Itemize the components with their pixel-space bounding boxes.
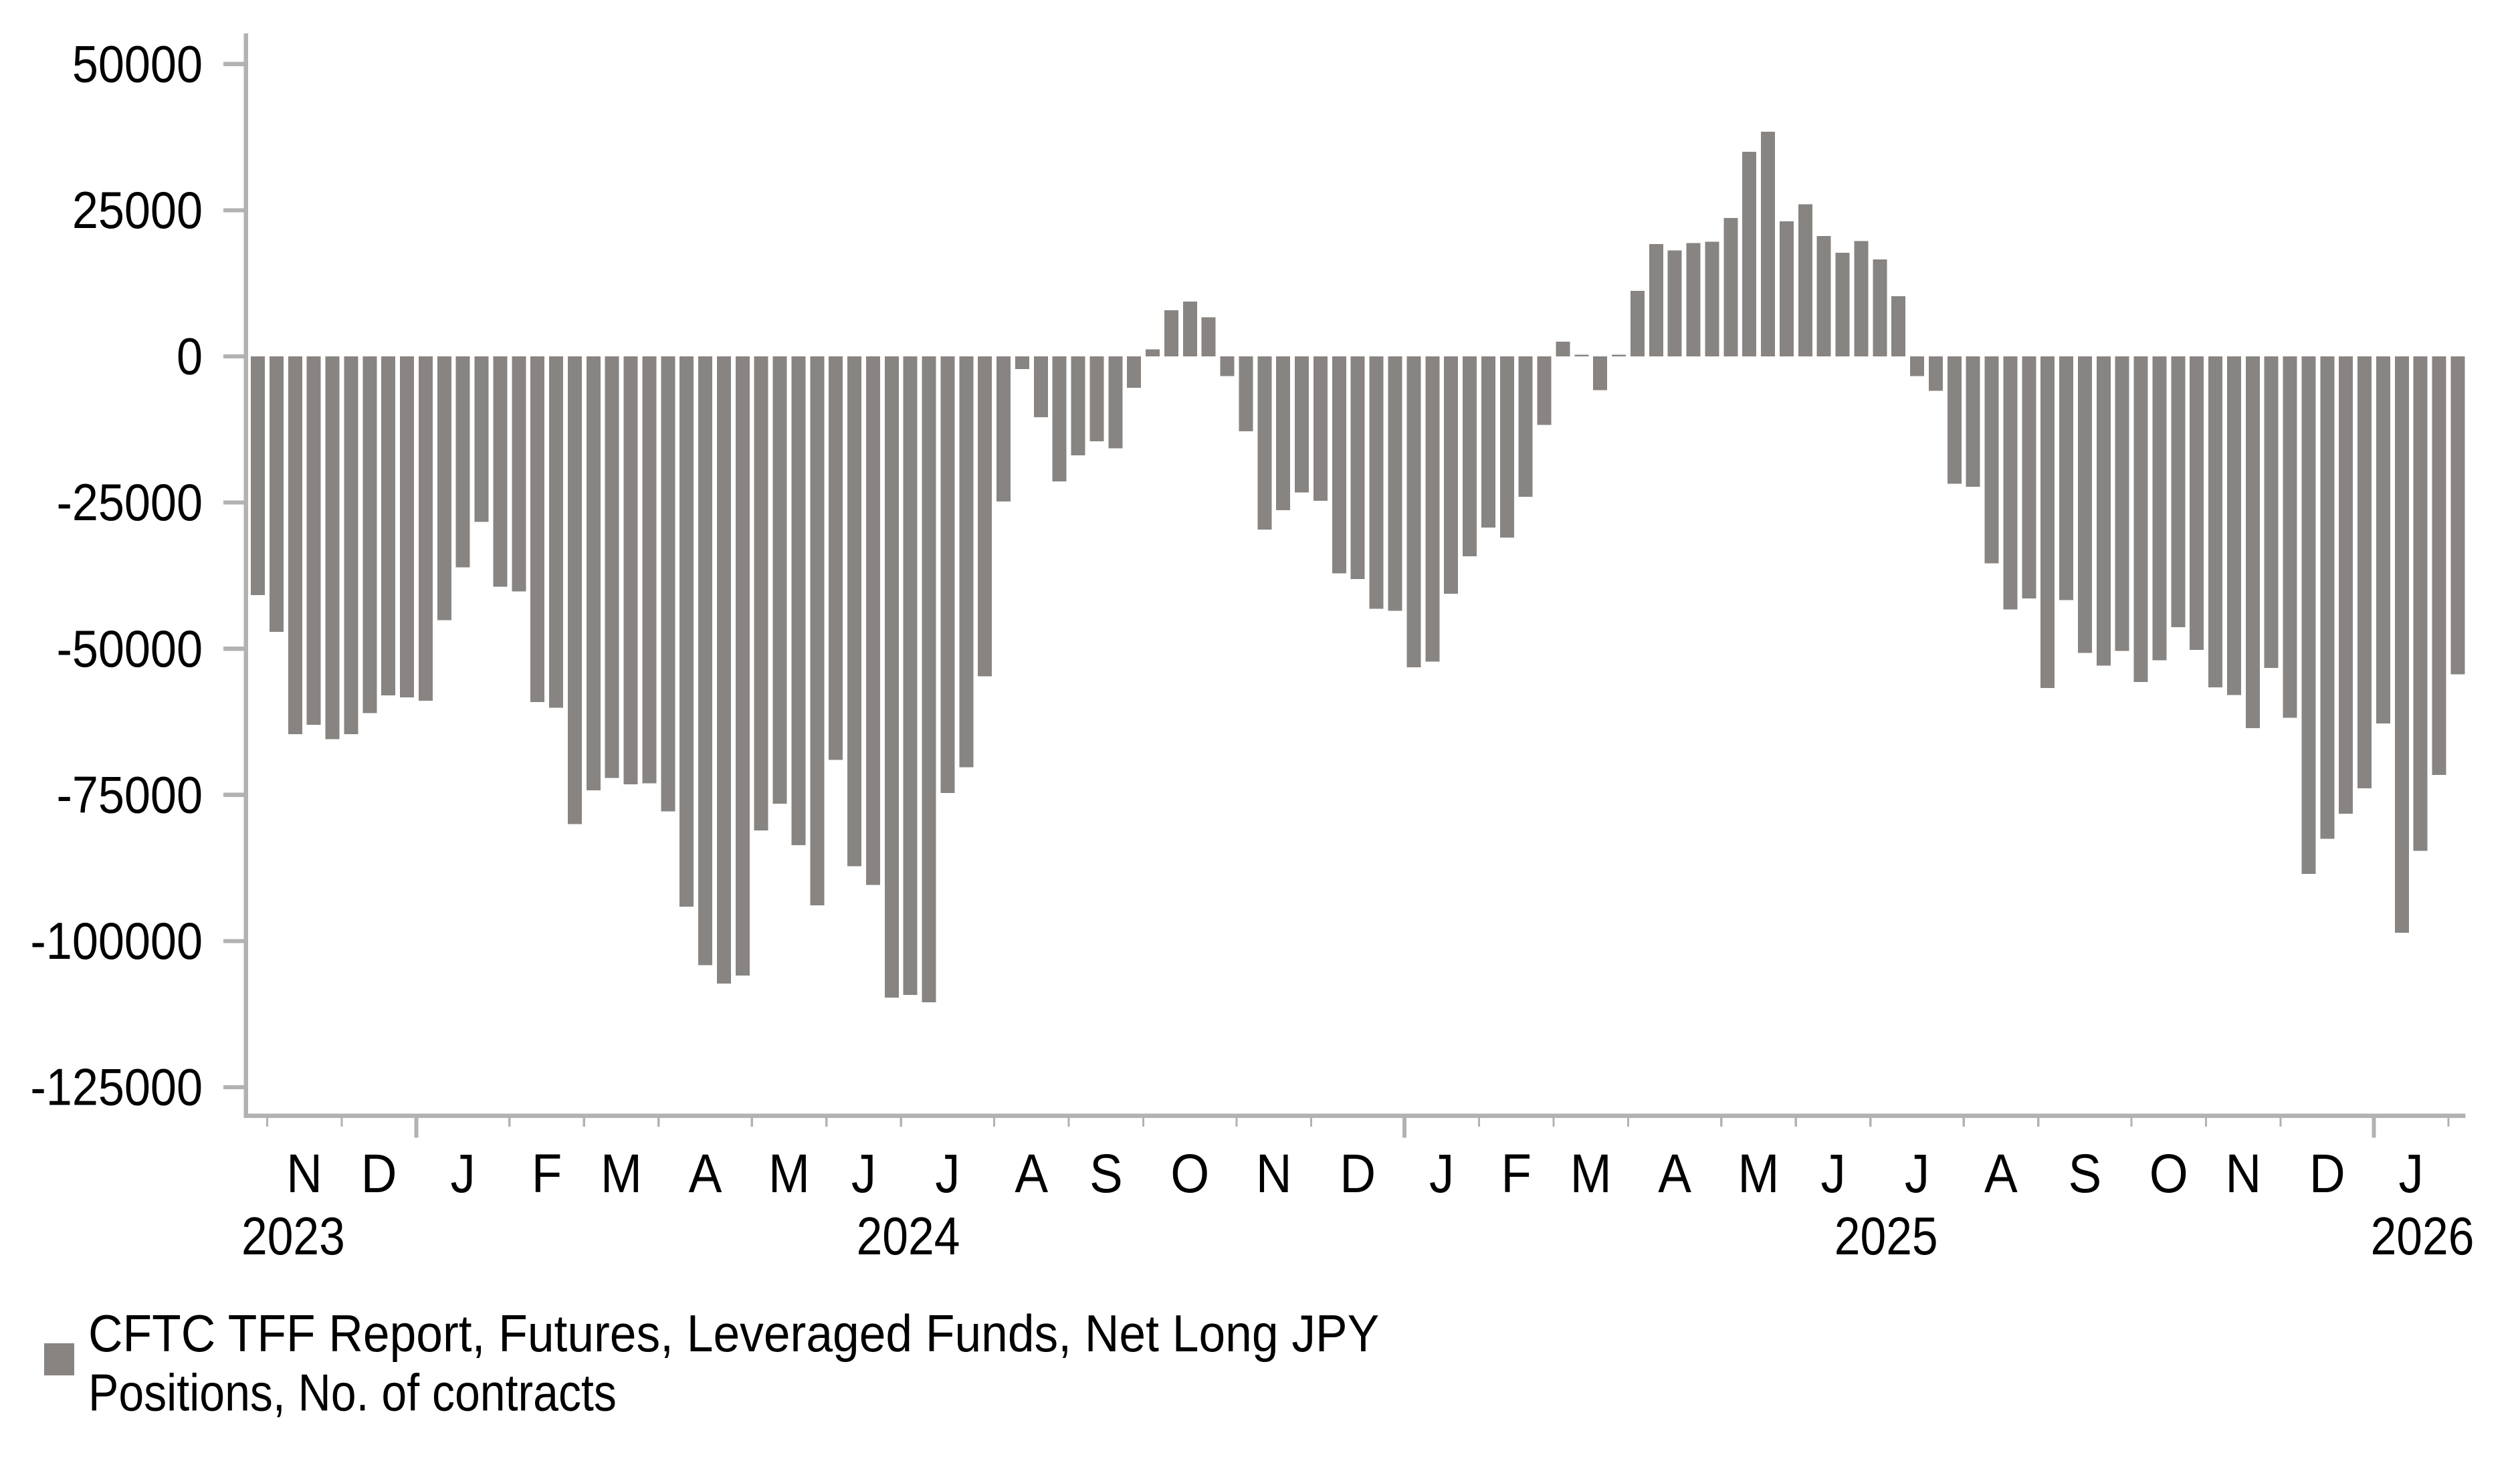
svg-text:S: S: [2069, 1143, 2102, 1204]
svg-text:J: J: [1905, 1143, 1929, 1204]
svg-text:A: A: [1015, 1143, 1048, 1204]
svg-text:-75000: -75000: [56, 766, 203, 824]
svg-text:N: N: [1256, 1143, 1292, 1204]
svg-text:N: N: [286, 1143, 322, 1204]
svg-text:25000: 25000: [72, 181, 203, 239]
svg-text:O: O: [2149, 1143, 2188, 1204]
svg-text:2024: 2024: [857, 1206, 960, 1266]
svg-text:J: J: [450, 1143, 475, 1204]
svg-text:J: J: [2399, 1143, 2424, 1204]
svg-text:CFTC TFF Report, Futures, Leve: CFTC TFF Report, Futures, Leveraged Fund…: [88, 1304, 1379, 1363]
svg-text:Positions, No. of contracts: Positions, No. of contracts: [88, 1363, 617, 1422]
svg-text:-100000: -100000: [30, 912, 203, 970]
svg-text:J: J: [935, 1143, 960, 1204]
svg-text:A: A: [689, 1143, 722, 1204]
svg-text:D: D: [2309, 1143, 2345, 1204]
svg-text:M: M: [1738, 1143, 1779, 1204]
svg-text:S: S: [1089, 1143, 1123, 1204]
svg-text:M: M: [768, 1143, 810, 1204]
svg-text:J: J: [1429, 1143, 1454, 1204]
svg-text:F: F: [532, 1143, 562, 1204]
svg-text:J: J: [851, 1143, 876, 1204]
svg-text:-125000: -125000: [30, 1058, 203, 1116]
svg-text:J: J: [1820, 1143, 1845, 1204]
svg-text:2023: 2023: [241, 1206, 345, 1266]
svg-text:2025: 2025: [1834, 1206, 1938, 1266]
svg-text:2026: 2026: [2371, 1206, 2475, 1266]
svg-text:M: M: [601, 1143, 642, 1204]
svg-text:-25000: -25000: [56, 473, 203, 532]
svg-text:0: 0: [177, 327, 203, 385]
svg-text:O: O: [1170, 1143, 1209, 1204]
svg-text:F: F: [1501, 1143, 1532, 1204]
svg-text:-50000: -50000: [56, 619, 203, 677]
svg-text:D: D: [1340, 1143, 1376, 1204]
svg-text:A: A: [1984, 1143, 2018, 1204]
svg-text:D: D: [361, 1143, 397, 1204]
svg-text:N: N: [2225, 1143, 2261, 1204]
svg-text:A: A: [1658, 1143, 1691, 1204]
svg-text:M: M: [1570, 1143, 1612, 1204]
svg-text:50000: 50000: [72, 35, 203, 93]
